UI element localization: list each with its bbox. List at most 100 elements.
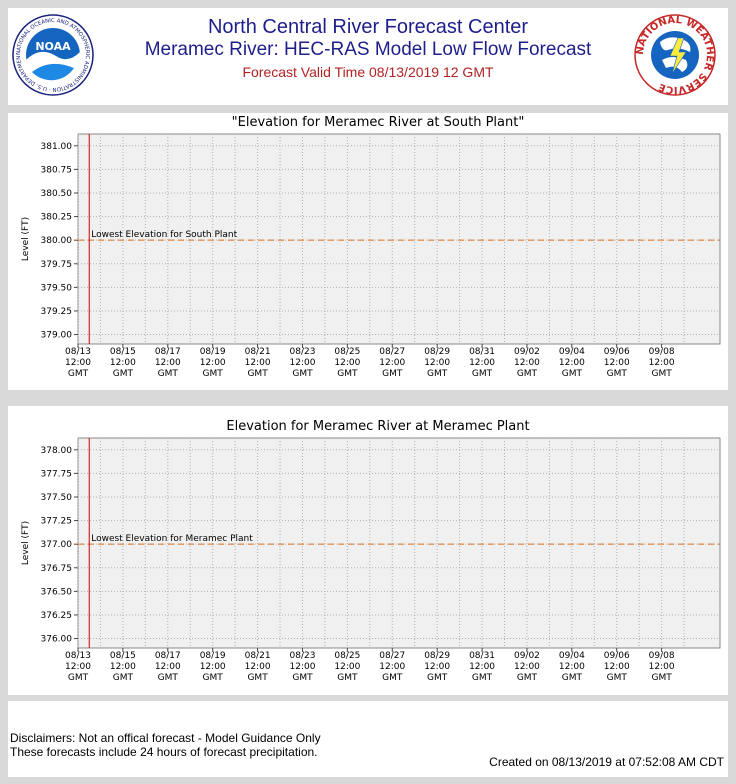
x-tick-label: 12:00 <box>334 662 360 672</box>
x-tick-label: 09/02 <box>514 347 540 357</box>
y-tick-label: 380.75 <box>41 165 73 175</box>
y-tick-label: 380.00 <box>41 236 73 246</box>
x-tick-label: GMT <box>292 369 313 379</box>
x-tick-label: GMT <box>68 673 89 683</box>
x-tick-label: 08/13 <box>65 347 91 357</box>
x-tick-label: 08/25 <box>334 347 360 357</box>
y-tick-label: 379.25 <box>41 307 73 317</box>
chart-panel-south-plant: "Elevation for Meramec River at South Pl… <box>8 113 728 390</box>
x-tick-label: GMT <box>158 369 179 379</box>
y-tick-label: 377.25 <box>41 517 73 527</box>
x-tick-label: 12:00 <box>290 662 316 672</box>
x-tick-label: GMT <box>472 673 493 683</box>
x-tick-label: GMT <box>337 369 358 379</box>
x-tick-label: 12:00 <box>469 358 495 368</box>
x-tick-label: GMT <box>68 369 89 379</box>
x-tick-label: 08/27 <box>379 651 405 661</box>
disclaimer-text: Disclaimers: Not an offical forecast - M… <box>10 731 321 745</box>
x-tick-label: 12:00 <box>604 662 630 672</box>
threshold-label: Lowest Elevation for South Plant <box>91 230 237 240</box>
x-tick-label: 12:00 <box>290 358 316 368</box>
x-tick-label: GMT <box>517 673 538 683</box>
x-tick-label: GMT <box>427 369 448 379</box>
x-tick-label: 08/29 <box>424 347 450 357</box>
x-tick-label: 12:00 <box>334 358 360 368</box>
noaa-logo-text: NOAA <box>35 40 71 53</box>
x-tick-label: 09/08 <box>649 347 675 357</box>
y-tick-label: 377.50 <box>41 493 73 503</box>
footer-panel: Disclaimers: Not an offical forecast - M… <box>8 701 728 777</box>
x-tick-label: 09/02 <box>514 651 540 661</box>
elevation-chart-meramec-plant: Elevation for Meramec River at Meramec P… <box>21 419 721 683</box>
y-axis-label: Level (FT) <box>21 521 31 565</box>
chart-panel-meramec-plant: Elevation for Meramec River at Meramec P… <box>8 406 728 695</box>
nws-logo: NATIONAL WEATHER SERVICE <box>632 12 718 98</box>
x-tick-label: 08/23 <box>290 347 316 357</box>
header-panel: NATIONAL OCEANIC AND ATMOSPHERIC ADMINIS… <box>7 8 728 105</box>
x-tick-label: GMT <box>382 673 403 683</box>
y-tick-label: 377.00 <box>41 540 73 550</box>
x-tick-label: GMT <box>247 369 268 379</box>
x-tick-label: GMT <box>113 673 134 683</box>
x-tick-label: 08/21 <box>245 651 271 661</box>
y-tick-label: 381.00 <box>41 142 73 152</box>
x-tick-label: GMT <box>652 369 673 379</box>
x-tick-label: 08/13 <box>65 651 91 661</box>
x-tick-label: 08/29 <box>424 651 450 661</box>
y-tick-label: 380.25 <box>41 213 73 223</box>
x-tick-label: GMT <box>517 369 538 379</box>
x-tick-label: 12:00 <box>245 662 271 672</box>
x-tick-label: GMT <box>382 369 403 379</box>
x-tick-label: 08/15 <box>110 651 136 661</box>
x-tick-label: 09/08 <box>649 651 675 661</box>
forecast-valid-time: Forecast Valid Time 08/13/2019 12 GMT <box>242 64 494 80</box>
x-tick-label: 08/17 <box>155 347 181 357</box>
chart-title: "Elevation for Meramec River at South Pl… <box>232 115 525 130</box>
x-tick-label: 08/15 <box>110 347 136 357</box>
x-tick-label: 12:00 <box>379 358 405 368</box>
noaa-logo: NATIONAL OCEANIC AND ATMOSPHERIC ADMINIS… <box>7 8 96 98</box>
y-tick-label: 379.50 <box>41 283 73 293</box>
elevation-chart-south-plant: "Elevation for Meramec River at South Pl… <box>21 115 721 379</box>
x-tick-label: 12:00 <box>65 358 91 368</box>
x-tick-label: 12:00 <box>200 358 226 368</box>
y-tick-label: 376.25 <box>41 611 73 621</box>
x-tick-label: 12:00 <box>424 358 450 368</box>
y-tick-label: 379.75 <box>41 260 73 270</box>
precipitation-note: These forecasts include 24 hours of fore… <box>10 745 318 759</box>
x-tick-label: GMT <box>203 369 224 379</box>
y-tick-label: 376.50 <box>41 587 73 597</box>
x-tick-label: 09/06 <box>604 651 630 661</box>
x-tick-label: 08/31 <box>469 347 495 357</box>
x-tick-label: 12:00 <box>514 662 540 672</box>
y-tick-label: 376.00 <box>41 635 73 645</box>
x-tick-label: 08/25 <box>334 651 360 661</box>
x-tick-label: GMT <box>427 673 448 683</box>
x-tick-label: GMT <box>607 369 628 379</box>
x-tick-label: 12:00 <box>469 662 495 672</box>
x-tick-label: 12:00 <box>649 358 675 368</box>
x-tick-label: 12:00 <box>424 662 450 672</box>
x-tick-label: 12:00 <box>559 662 585 672</box>
y-axis-label: Level (FT) <box>21 217 31 261</box>
x-tick-label: 12:00 <box>110 662 136 672</box>
y-tick-label: 380.50 <box>41 189 73 199</box>
threshold-label: Lowest Elevation for Meramec Plant <box>91 534 253 544</box>
x-tick-label: GMT <box>607 673 628 683</box>
x-tick-label: 12:00 <box>110 358 136 368</box>
y-tick-label: 378.00 <box>41 446 73 456</box>
x-tick-label: 12:00 <box>514 358 540 368</box>
x-tick-label: 08/23 <box>290 651 316 661</box>
x-tick-label: 08/19 <box>200 347 226 357</box>
x-tick-label: 08/17 <box>155 651 181 661</box>
x-tick-label: 12:00 <box>379 662 405 672</box>
page-title: North Central River Forecast Center <box>207 16 529 38</box>
x-tick-label: 12:00 <box>245 358 271 368</box>
created-timestamp: Created on 08/13/2019 at 07:52:08 AM CDT <box>489 755 724 769</box>
x-tick-label: GMT <box>113 369 134 379</box>
x-tick-label: GMT <box>292 673 313 683</box>
x-tick-label: GMT <box>562 673 583 683</box>
x-tick-label: GMT <box>562 369 583 379</box>
x-tick-label: 08/19 <box>200 651 226 661</box>
x-tick-label: 12:00 <box>200 662 226 672</box>
